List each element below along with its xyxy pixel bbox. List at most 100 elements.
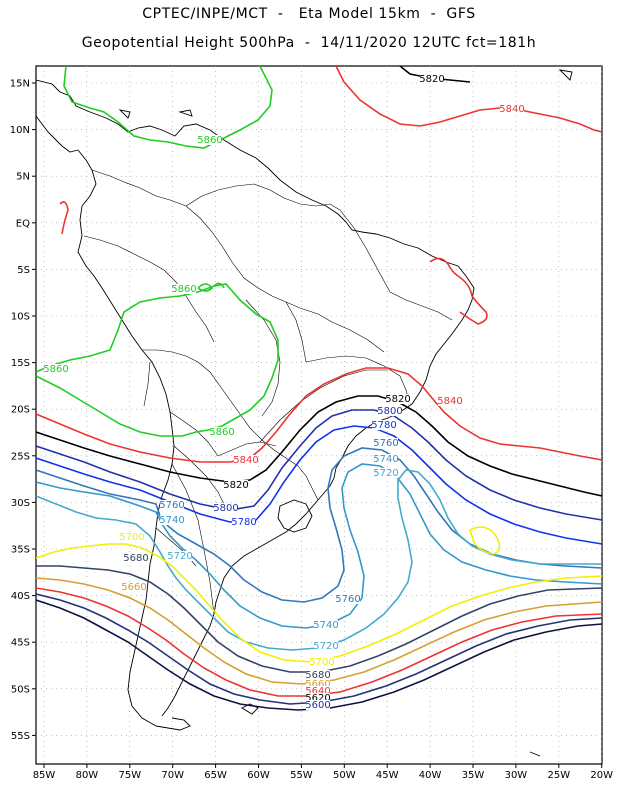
- contour-label-bg: [306, 693, 330, 703]
- contour-lines: [36, 66, 602, 711]
- contour-label-5680: 5680: [123, 553, 148, 564]
- axis-ticks: 15N 10N 5N EQ 5S 10S 15S 20S 25S 30S 35S 40S 45S 50S 5…: [10, 79, 613, 782]
- contour-5640: [36, 587, 602, 697]
- lat-tick-label: EQ: [16, 218, 30, 229]
- contour-label-bg: [306, 700, 330, 710]
- contour-label-5820: 5820: [419, 74, 444, 85]
- contour-label-5860: 5860: [209, 427, 234, 438]
- contour-label-5660: 5660: [121, 582, 146, 593]
- map-title-line-1: CPTEC/INPE/MCT - Eta Model 15km - GFS: [142, 6, 476, 22]
- contour-label-5780: 5780: [371, 420, 396, 431]
- contour-label-bg: [378, 406, 402, 416]
- contour-label-bg: [438, 396, 462, 406]
- map-title-line-2: Geopotential Height 500hPa - 14/11/2020 …: [81, 35, 537, 51]
- contour-label-5740: 5740: [159, 515, 184, 526]
- lat-tick-label: 30S: [11, 498, 30, 509]
- lon-tick-label: 60W: [247, 770, 270, 781]
- contour-label-5780: 5780: [231, 517, 256, 528]
- lon-tick-label: 70W: [161, 770, 184, 781]
- contour-label-bg: [210, 427, 234, 437]
- contour-label-bg: [198, 135, 222, 145]
- lat-tick-label: 5S: [17, 265, 30, 276]
- contour-label-bg: [214, 503, 238, 513]
- contour-label-bg: [306, 670, 330, 680]
- contour-label-bg: [336, 594, 360, 604]
- contour-label-5740: 5740: [373, 454, 398, 465]
- contour-label-bg: [420, 74, 444, 84]
- contour-5780: [36, 425, 602, 545]
- contour-5700: [36, 543, 602, 663]
- lon-tick-label: 65W: [204, 770, 227, 781]
- contour-label-bg: [124, 553, 148, 563]
- contour-label-5820: 5820: [385, 394, 410, 405]
- contour-label-bg: [386, 394, 410, 404]
- contour-label-bg: [310, 657, 334, 667]
- contour-label-bg: [374, 454, 398, 464]
- contour-label-5760: 5760: [159, 500, 184, 511]
- lat-tick-label: 55S: [11, 731, 30, 742]
- contour-label-5700: 5700: [119, 532, 144, 543]
- contour-label-5860: 5860: [197, 135, 222, 146]
- contour-label-5860: 5860: [43, 364, 68, 375]
- lon-tick-label: 25W: [547, 770, 570, 781]
- lon-tick-label: 75W: [118, 770, 141, 781]
- contour-label-5840: 5840: [233, 455, 258, 466]
- contour-label-bg: [224, 480, 248, 490]
- contour-label-bg: [306, 686, 330, 696]
- lon-tick-label: 30W: [505, 770, 528, 781]
- lon-tick-label: 45W: [376, 770, 399, 781]
- contour-label-5680: 5680: [305, 670, 330, 681]
- contour-label-5660: 5660: [305, 679, 330, 690]
- contour-label-bg: [160, 500, 184, 510]
- lat-tick-label: 35S: [11, 545, 30, 556]
- lat-tick-label: 15N: [10, 79, 30, 90]
- contour-label-bg: [374, 438, 398, 448]
- lat-tick-label: 50S: [11, 684, 30, 695]
- contour-label-5740: 5740: [313, 620, 338, 631]
- lat-tick-label: 10N: [10, 125, 30, 136]
- contour-5600: [36, 599, 602, 711]
- contour-label-bg: [160, 515, 184, 525]
- contour-label-5720: 5720: [167, 551, 192, 562]
- lat-tick-label: 15S: [11, 358, 30, 369]
- contour-5840-coast: [429, 257, 488, 325]
- lon-tick-label: 85W: [33, 770, 56, 781]
- lat-tick-label: 5N: [16, 172, 30, 183]
- contour-5840-main: [36, 367, 602, 463]
- lat-tick-label: 20S: [11, 405, 30, 416]
- contour-label-bg: [120, 532, 144, 542]
- contour-5660: [36, 577, 602, 685]
- contour-label-5700: 5700: [309, 657, 334, 668]
- contour-label-5840: 5840: [437, 396, 462, 407]
- lon-tick-label: 35W: [462, 770, 485, 781]
- lat-tick-label: 45S: [11, 638, 30, 649]
- lon-tick-label: 50W: [333, 770, 356, 781]
- contour-label-bg: [500, 104, 524, 114]
- lon-tick-label: 55W: [290, 770, 313, 781]
- contour-5720: [36, 469, 602, 651]
- contour-label-5760: 5760: [335, 594, 360, 605]
- contour-label-5800: 5600: [305, 700, 330, 711]
- contour-label-5860: 5860: [171, 284, 196, 295]
- lon-tick-label: 80W: [76, 770, 99, 781]
- contour-label-bg: [44, 364, 68, 374]
- country-borders: [83, 169, 453, 615]
- contour-5840-eq: [59, 201, 69, 235]
- contour-5620: [36, 593, 602, 705]
- contour-label-bg: [168, 551, 192, 561]
- contour-5740: [36, 463, 602, 629]
- contour-5860-north: [63, 66, 273, 149]
- contour-label-bg: [314, 641, 338, 651]
- contour-label-bg: [306, 679, 330, 689]
- contour-5840-north: [335, 66, 602, 133]
- contour-5860-dot: [197, 282, 225, 292]
- lat-tick-label: 10S: [11, 312, 30, 323]
- contour-label-bg: [234, 455, 258, 465]
- contour-label-bg: [122, 582, 146, 592]
- lat-tick-label: 25S: [11, 451, 30, 462]
- contour-label-5840: 5640: [305, 686, 330, 697]
- contour-label-5820: 5620: [305, 693, 330, 704]
- contour-labels: 5820584058605860586058605820580057805760…: [43, 74, 525, 711]
- contour-label-bg: [372, 420, 396, 430]
